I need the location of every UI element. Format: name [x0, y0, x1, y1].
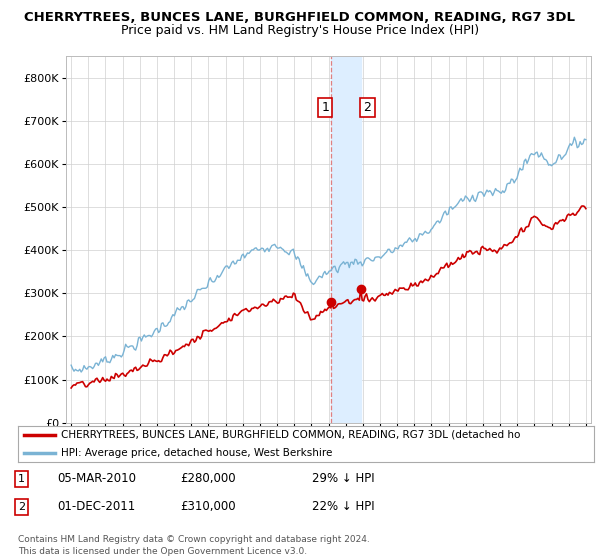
Text: 1: 1 — [18, 474, 25, 484]
Text: 1: 1 — [322, 101, 329, 114]
Text: Price paid vs. HM Land Registry's House Price Index (HPI): Price paid vs. HM Land Registry's House … — [121, 24, 479, 36]
Text: 22% ↓ HPI: 22% ↓ HPI — [312, 500, 374, 514]
Text: Contains HM Land Registry data © Crown copyright and database right 2024.
This d: Contains HM Land Registry data © Crown c… — [18, 535, 370, 556]
Text: CHERRYTREES, BUNCES LANE, BURGHFIELD COMMON, READING, RG7 3DL: CHERRYTREES, BUNCES LANE, BURGHFIELD COM… — [25, 11, 575, 24]
Text: 29% ↓ HPI: 29% ↓ HPI — [312, 472, 374, 486]
Text: 01-DEC-2011: 01-DEC-2011 — [57, 500, 135, 514]
Text: £310,000: £310,000 — [180, 500, 236, 514]
Text: £280,000: £280,000 — [180, 472, 236, 486]
Text: 05-MAR-2010: 05-MAR-2010 — [57, 472, 136, 486]
Bar — [331, 56, 361, 423]
Text: 2: 2 — [18, 502, 25, 512]
Text: HPI: Average price, detached house, West Berkshire: HPI: Average price, detached house, West… — [61, 448, 332, 458]
Text: 2: 2 — [364, 101, 371, 114]
Text: CHERRYTREES, BUNCES LANE, BURGHFIELD COMMON, READING, RG7 3DL (detached ho: CHERRYTREES, BUNCES LANE, BURGHFIELD COM… — [61, 430, 521, 440]
